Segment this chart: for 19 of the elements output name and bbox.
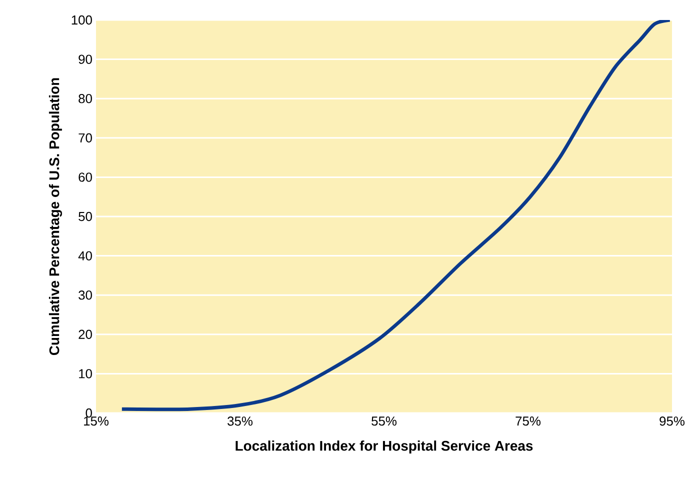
x-axis-title: Localization Index for Hospital Service Areas [236, 440, 533, 454]
x-tick-label: 35% [228, 416, 253, 426]
y-tick-label: 70 [78, 133, 92, 142]
y-tick-label: 30 [78, 290, 92, 300]
y-tick-label: 20 [78, 330, 92, 339]
y-tick-label: 40 [78, 251, 92, 260]
y-tick-label: 80 [78, 94, 92, 104]
y-tick-label: 90 [78, 54, 92, 64]
x-tick-label: 15% [84, 416, 109, 426]
y-tick-label: 10 [79, 369, 92, 378]
line-series [120, 20, 672, 412]
y-axis-title: Cumulative Percentage of U.S. Population [48, 78, 62, 356]
y-tick-label: 0 [86, 408, 92, 418]
x-tick-label: 55% [372, 416, 396, 426]
x-tick-label: 75% [516, 416, 540, 426]
y-tick-label: 100 [72, 15, 92, 25]
y-tick-label: 50 [78, 212, 92, 222]
y-tick-label: 60 [78, 172, 92, 182]
x-tick-label: 95% [660, 416, 684, 426]
